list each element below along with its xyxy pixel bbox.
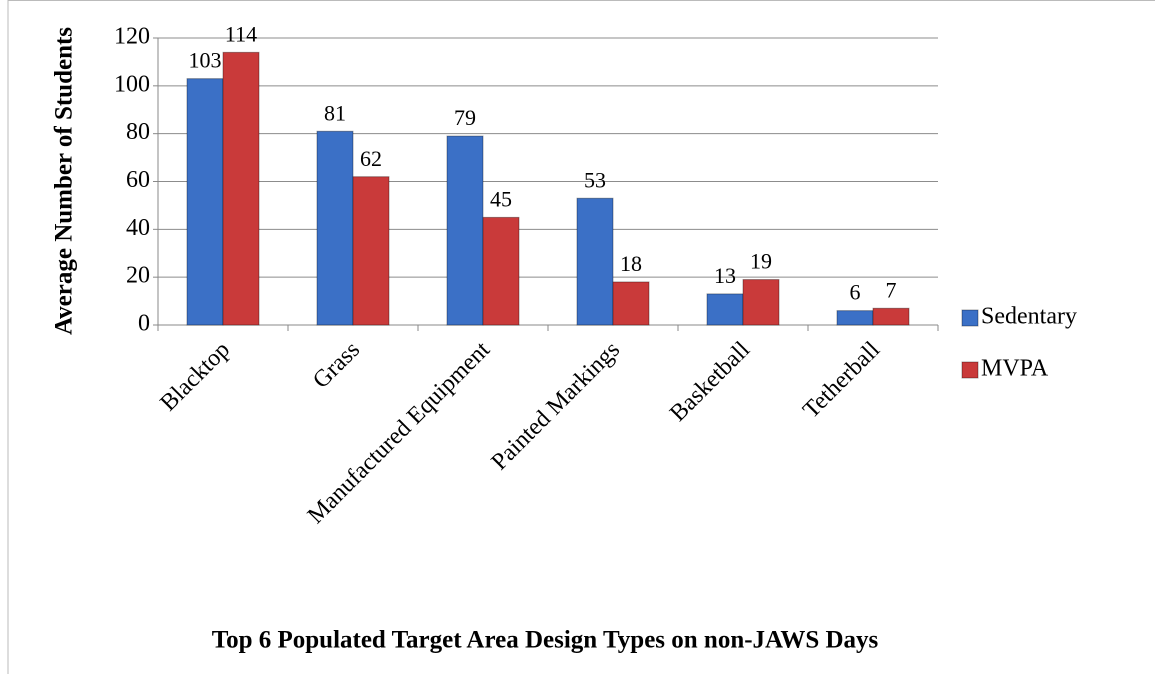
data-label: 45 [490,186,512,211]
data-label: 81 [324,100,346,125]
data-label: 6 [850,280,861,305]
y-tick-label: 40 [126,215,150,241]
data-label: 18 [620,251,642,276]
data-label: 114 [225,21,257,46]
bar [836,310,874,326]
bar [742,279,780,326]
bar [872,307,910,326]
chart-border [7,0,1155,674]
bar [612,281,650,326]
chart-title: Top 6 Populated Target Area Design Types… [212,627,879,654]
data-label: 13 [714,263,736,288]
x-tick-label: Tetherball [798,337,885,424]
bar [482,216,520,326]
data-label: 79 [454,105,476,130]
y-tick-label: 120 [114,24,150,50]
x-tick-label: Basketball [665,337,755,427]
bar [186,78,224,326]
bar [352,176,390,326]
legend-swatch [961,309,979,327]
legend-swatch [961,361,979,379]
y-axis-label: Average Number of Students [51,27,78,335]
data-label: 62 [360,146,382,171]
data-label: 7 [886,277,897,302]
legend-label: Sedentary [981,304,1077,330]
x-tick-label: Painted Markings [487,337,626,476]
y-tick-label: 80 [126,119,150,145]
x-tick-label: Blacktop [155,337,235,417]
y-tick-label: 20 [126,263,150,289]
y-tick-label: 60 [126,167,150,193]
bar [316,130,354,326]
y-tick-label: 0 [138,311,150,337]
x-tick-label: Grass [308,337,365,394]
legend-label: MVPA [981,356,1049,382]
bar [446,135,484,326]
data-label: 19 [750,249,772,274]
bar [222,51,260,326]
data-label: 53 [584,167,606,192]
y-tick-label: 100 [114,71,150,97]
data-label: 103 [189,48,222,73]
bar [576,197,614,326]
bar [706,293,744,326]
